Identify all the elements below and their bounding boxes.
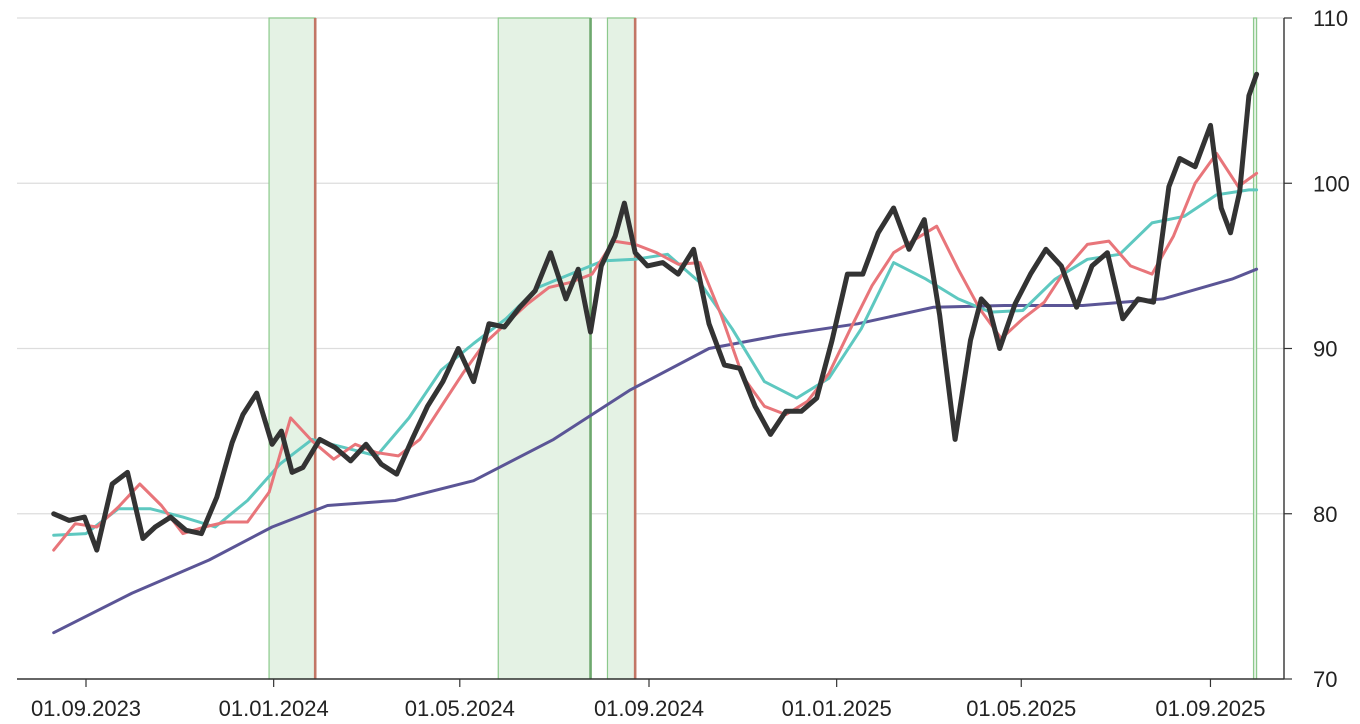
x-tick-label: 01.01.2025: [782, 696, 892, 721]
y-tick-label: 70: [1313, 667, 1337, 692]
axes: 70 80 90 100 110 01.09.2023 01.01.2024 01.05.20…: [17, 6, 1350, 721]
price-line: [51, 71, 1260, 553]
y-tick-label: 90: [1313, 337, 1337, 362]
fast-ma-line: [52, 152, 1259, 552]
y-tick-label: 100: [1313, 171, 1350, 196]
shaded-period: [268, 17, 316, 680]
x-tick-label: 01.05.2025: [966, 696, 1076, 721]
slow-ma-line: [52, 267, 1259, 635]
x-tick-label: 01.01.2024: [219, 696, 329, 721]
x-tick-label: 01.05.2024: [405, 696, 515, 721]
shaded-period: [497, 17, 592, 680]
y-tick-label: 110: [1313, 6, 1348, 31]
shaded-period: [1252, 17, 1258, 680]
y-tick-label: 80: [1313, 502, 1337, 527]
grid-lines: [17, 17, 1284, 515]
x-tick-label: 01.09.2024: [594, 696, 704, 721]
x-tick-label: 01.09.2025: [1155, 696, 1265, 721]
x-tick-label: 01.09.2023: [31, 696, 141, 721]
shaded-signal-periods: [268, 17, 1258, 680]
mid-ma-line: [52, 188, 1259, 537]
shaded-period: [606, 17, 636, 680]
price-and-moving-average-lines: [51, 71, 1260, 635]
